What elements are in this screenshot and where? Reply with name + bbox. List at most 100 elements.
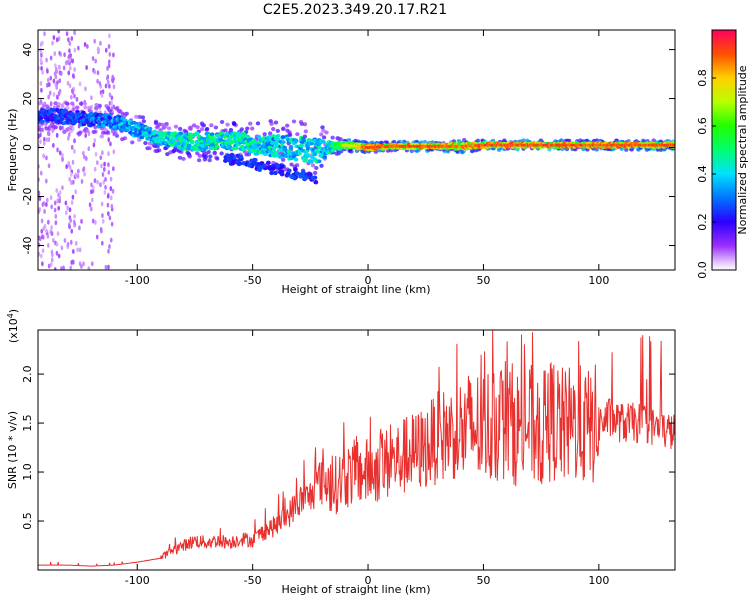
spectrogram-panel: -100 -50 0 50 100 -40 -20 0 20 40 Height of stra… [6,29,676,296]
heatmap-cell [55,84,58,90]
heatmap-cell [62,121,67,125]
heatmap-cell [91,56,95,61]
heatmap-cell [293,139,298,144]
heatmap-cell [252,157,257,163]
heatmap-cell [279,172,285,177]
heatmap-cell [50,225,53,230]
heatmap-cell [50,231,54,237]
heatmap-cell [445,149,451,154]
heatmap-cell [122,113,127,118]
heatmap-cell [47,82,51,87]
heatmap-cell [107,44,111,49]
heatmap-cell [110,100,113,106]
heatmap-cell [103,161,106,167]
heatmap-cell [77,45,80,51]
heatmap-cell [229,140,235,145]
heatmap-cell [40,53,43,58]
heatmap-cell [160,138,166,143]
heatmap-cell [177,155,183,160]
heatmap-cell [256,143,262,147]
heatmap-cell [227,144,233,149]
heatmap-cell [52,35,56,40]
heatmap-cell [90,95,93,101]
heatmap-cell [109,237,113,243]
heatmap-cell [460,150,465,155]
heatmap-cell [280,127,286,132]
heatmap-cell [288,146,294,150]
heatmap-cell [261,136,266,141]
heatmap-cell [78,81,82,87]
heatmap-cell [73,67,76,72]
heatmap-cell [107,170,111,175]
heatmap-cell [51,108,57,112]
heatmap-cell [262,132,267,137]
heatmap-cell [269,121,274,126]
heatmap-cell [219,151,224,156]
heatmap-cell [70,101,75,106]
heatmap-cell [271,148,277,153]
heatmap-cell [67,70,71,76]
heatmap-cell [40,65,43,71]
heatmap-cell [94,106,99,111]
heatmap-cell [207,158,212,163]
heatmap-cell [46,68,49,74]
heatmap-cell [84,155,88,161]
heatmap-cell [182,138,187,143]
heatmap-cell [301,136,306,141]
heatmap-cell [319,163,324,168]
heatmap-cell [120,137,125,142]
heatmap-cell [68,176,71,182]
heatmap-cell [502,138,507,143]
heatmap-cell [173,124,179,129]
x-tick-label: 0 [365,274,372,287]
heatmap-cell [103,189,107,195]
heatmap-cell [68,207,72,213]
heatmap-cell [55,37,59,43]
heatmap-cell [70,172,73,177]
heatmap-cell [130,140,135,145]
spectrogram-x-label: Height of straight line (km) [281,283,430,296]
heatmap-cell [55,132,59,138]
heatmap-cell [624,147,629,152]
heatmap-cell [276,148,282,153]
heatmap-cell [233,146,239,151]
heatmap-cell [106,74,110,80]
heatmap-cell [65,101,70,106]
heatmap-cell [152,129,158,134]
heatmap-cell [108,52,112,57]
heatmap-cell [95,234,99,240]
heatmap-cell [273,120,279,125]
heatmap-cell [38,242,41,248]
heatmap-cell [209,132,215,137]
snr-panel: -100 -50 0 50 100 0.5 1.0 1.5 2.0 Height of str… [6,309,676,596]
heatmap-cell [187,154,192,159]
heatmap-cell [261,163,267,169]
heatmap-cell [47,242,50,248]
heatmap-cell [76,112,81,117]
heatmap-cell [54,220,58,226]
heatmap-cell [101,213,104,218]
heatmap-cell [78,130,83,135]
heatmap-cell [409,149,414,154]
heatmap-cell [247,163,252,168]
heatmap-cell [112,84,116,90]
heatmap-cell [41,248,45,254]
heatmap-marks [38,30,675,270]
heatmap-cell [644,147,649,152]
heatmap-cell [75,96,79,102]
heatmap-cell [218,138,224,142]
heatmap-cell [94,220,97,225]
heatmap-cell [66,205,69,211]
heatmap-cell [73,93,76,99]
heatmap-cell [44,104,50,109]
heatmap-cell [93,125,98,130]
heatmap-cell [83,171,86,177]
heatmap-cell [300,170,306,175]
heatmap-cell [304,152,310,157]
heatmap-cell [109,176,113,182]
heatmap-cell [51,40,54,46]
heatmap-cell [204,126,210,131]
snr-y-label: SNR (10 * v/v) [6,411,19,489]
heatmap-cell [77,168,80,174]
heatmap-cell [212,151,217,156]
